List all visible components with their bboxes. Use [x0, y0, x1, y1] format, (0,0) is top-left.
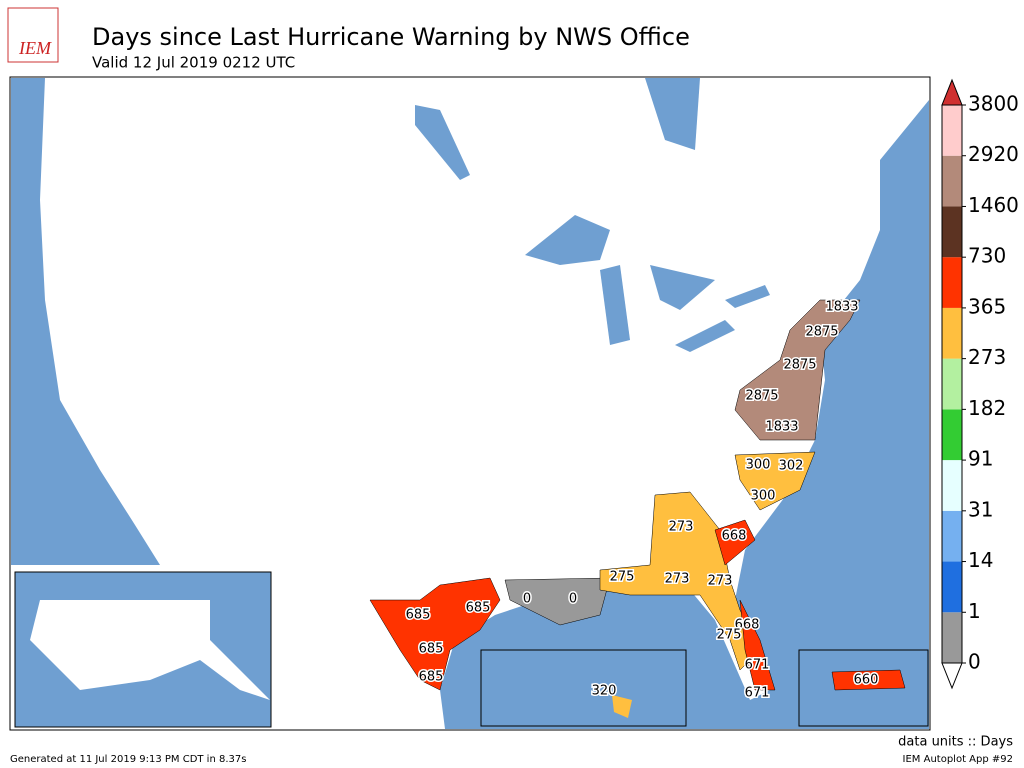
colorbar-bin: [942, 307, 962, 359]
colorbar-bin: [942, 460, 962, 511]
colorbar-label: 182: [968, 396, 1006, 420]
colorbar-label: 730: [968, 244, 1006, 268]
region-north-carolina: [734, 451, 816, 511]
office-label: 275: [610, 570, 635, 585]
office-label: 668: [722, 529, 747, 544]
subtitle: Valid 12 Jul 2019 0212 UTC: [92, 54, 295, 72]
office-label: 302: [779, 459, 804, 474]
colorbar-label: 91: [968, 447, 993, 471]
generated-note: Generated at 11 Jul 2019 9:13 PM CDT in …: [10, 754, 246, 765]
colorbar-bin: [942, 409, 962, 461]
lake-erie: [675, 320, 735, 352]
office-label: 1833: [825, 300, 858, 315]
colorbar-bin: [942, 561, 962, 613]
office-label: 685: [419, 642, 444, 657]
alaska-land: [30, 600, 270, 700]
app-note: IEM Autoplot App #92: [903, 754, 1013, 765]
lake-michigan: [600, 265, 630, 345]
colorbar-label: 0: [968, 650, 981, 674]
units-note: data units :: Days: [898, 735, 1013, 750]
office-label: 0: [523, 592, 531, 607]
colorbar-label: 1460: [968, 193, 1019, 217]
colorbar-bin: [942, 206, 962, 258]
office-label: 671: [745, 658, 770, 673]
colorbar-bin: [942, 510, 962, 562]
logo: IEM: [18, 38, 52, 58]
pacific: [11, 78, 160, 565]
colorbar-label: 1: [968, 599, 981, 623]
office-label: 273: [708, 574, 733, 589]
atlantic-gulf: [440, 100, 929, 729]
lake-ontario: [725, 285, 770, 308]
colorbar-bin: [942, 257, 962, 308]
colorbar-label: 365: [968, 294, 1006, 318]
office-label: 660: [854, 673, 879, 688]
title: Days since Last Hurricane Warning by NWS…: [92, 23, 690, 51]
office-label: 671: [745, 686, 770, 701]
region-carolina: [714, 519, 756, 566]
logo-box: [7, 7, 59, 63]
colorbar-under: [941, 662, 963, 690]
colorbar-bin: [942, 358, 962, 410]
office-label: 685: [466, 601, 491, 616]
pr-land: [831, 669, 906, 691]
region-louisiana: [504, 577, 611, 626]
office-label: 320: [592, 684, 617, 699]
region-florida-east: [739, 599, 776, 691]
region-mid-atlantic: [734, 299, 861, 441]
office-label: 300: [746, 458, 771, 473]
hawaii-land: [612, 695, 632, 718]
office-label: 273: [669, 520, 694, 535]
office-label: 685: [406, 608, 431, 623]
colorbar-label: 31: [968, 497, 993, 521]
office-label: 1833: [765, 420, 798, 435]
office-label: 685: [419, 670, 444, 685]
office-label: 300: [751, 489, 776, 504]
hudson-bay: [645, 78, 700, 150]
colorbar-bin: [942, 612, 962, 663]
office-label: 273: [665, 572, 690, 587]
colorbar-bin: [942, 105, 962, 156]
office-label: 2875: [783, 358, 816, 373]
lake-huron: [650, 265, 715, 310]
region-texas: [369, 577, 501, 691]
office-label: 668: [735, 618, 760, 633]
colorbar-label: 14: [968, 548, 993, 572]
lake-superior: [525, 215, 610, 265]
hawaii-inset: [480, 649, 687, 727]
colorbar-frame: [941, 104, 963, 664]
lake: [415, 105, 470, 180]
office-label: 275: [717, 628, 742, 643]
colorbar-bin: [942, 155, 962, 207]
office-label: 2875: [745, 389, 778, 404]
office-label: 2875: [805, 325, 838, 340]
colorbar-label: 273: [968, 345, 1006, 369]
colorbar-over: [941, 78, 963, 106]
colorbar-label: 3800: [968, 92, 1019, 116]
colorbar-label: 2920: [968, 142, 1019, 166]
office-label: 0: [569, 592, 577, 607]
